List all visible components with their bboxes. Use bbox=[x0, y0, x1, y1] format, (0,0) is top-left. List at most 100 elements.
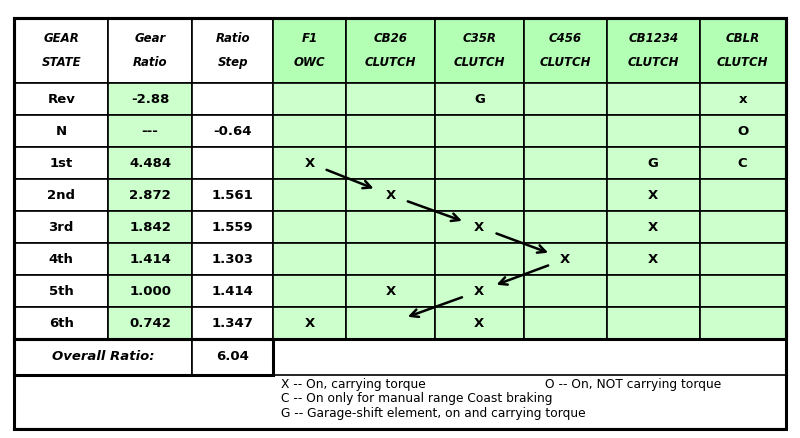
Bar bbox=[346, 243, 435, 275]
Bar bbox=[192, 243, 274, 275]
Bar bbox=[607, 307, 699, 339]
Bar bbox=[607, 147, 699, 179]
Bar bbox=[524, 115, 607, 147]
Text: GEAR: GEAR bbox=[43, 32, 79, 46]
Text: 4th: 4th bbox=[49, 253, 74, 265]
Bar bbox=[346, 18, 435, 83]
Bar bbox=[346, 179, 435, 211]
Text: 1.000: 1.000 bbox=[129, 285, 171, 297]
Text: X: X bbox=[560, 253, 570, 265]
Text: O: O bbox=[737, 125, 748, 138]
Bar bbox=[274, 147, 346, 179]
Bar bbox=[346, 275, 435, 307]
Text: 5th: 5th bbox=[49, 285, 74, 297]
Bar bbox=[14, 339, 274, 375]
Text: CLUTCH: CLUTCH bbox=[539, 56, 591, 69]
Bar bbox=[14, 115, 108, 147]
Bar bbox=[14, 275, 108, 307]
Bar bbox=[435, 18, 524, 83]
Bar bbox=[435, 275, 524, 307]
Bar bbox=[346, 115, 435, 147]
Bar bbox=[274, 307, 346, 339]
Bar bbox=[14, 307, 108, 339]
Text: Step: Step bbox=[218, 56, 248, 69]
Bar bbox=[274, 375, 786, 429]
Text: X -- On, carrying torque: X -- On, carrying torque bbox=[282, 378, 426, 391]
Text: CB26: CB26 bbox=[374, 32, 407, 46]
Bar bbox=[108, 179, 192, 211]
Bar bbox=[14, 18, 108, 83]
Bar bbox=[435, 147, 524, 179]
Bar bbox=[346, 307, 435, 339]
Text: STATE: STATE bbox=[42, 56, 81, 69]
Bar bbox=[192, 115, 274, 147]
Text: 4.484: 4.484 bbox=[129, 157, 171, 170]
Text: C -- On only for manual range Coast braking: C -- On only for manual range Coast brak… bbox=[282, 392, 553, 406]
Bar bbox=[524, 83, 607, 115]
Bar bbox=[192, 179, 274, 211]
Bar bbox=[346, 83, 435, 115]
Text: N: N bbox=[56, 125, 66, 138]
Bar bbox=[699, 243, 786, 275]
Text: 6th: 6th bbox=[49, 317, 74, 329]
Text: 1st: 1st bbox=[50, 157, 73, 170]
Bar bbox=[607, 275, 699, 307]
Text: 1.414: 1.414 bbox=[129, 253, 171, 265]
Bar bbox=[192, 147, 274, 179]
Bar bbox=[435, 179, 524, 211]
Text: X: X bbox=[648, 221, 658, 233]
Bar bbox=[607, 18, 699, 83]
Text: Gear: Gear bbox=[134, 32, 166, 46]
Bar bbox=[108, 147, 192, 179]
Bar bbox=[274, 211, 346, 243]
Text: -0.64: -0.64 bbox=[214, 125, 252, 138]
Bar bbox=[607, 83, 699, 115]
Bar bbox=[435, 211, 524, 243]
Bar bbox=[192, 211, 274, 243]
Bar bbox=[699, 147, 786, 179]
Bar bbox=[699, 18, 786, 83]
Text: X: X bbox=[305, 317, 315, 329]
Text: X: X bbox=[386, 189, 395, 201]
Bar bbox=[14, 83, 108, 115]
Text: Rev: Rev bbox=[47, 93, 75, 106]
Bar bbox=[607, 115, 699, 147]
Text: CLUTCH: CLUTCH bbox=[365, 56, 416, 69]
Bar bbox=[108, 18, 192, 83]
Text: X: X bbox=[648, 189, 658, 201]
Text: C35R: C35R bbox=[462, 32, 496, 46]
Text: CBLR: CBLR bbox=[726, 32, 760, 46]
Bar bbox=[524, 211, 607, 243]
Bar bbox=[524, 147, 607, 179]
Bar bbox=[435, 243, 524, 275]
Text: ---: --- bbox=[142, 125, 158, 138]
Bar bbox=[108, 243, 192, 275]
Bar bbox=[14, 147, 108, 179]
Bar bbox=[192, 18, 274, 83]
Text: CLUTCH: CLUTCH bbox=[717, 56, 768, 69]
Bar bbox=[274, 275, 346, 307]
Text: 1.842: 1.842 bbox=[129, 221, 171, 233]
Bar bbox=[699, 179, 786, 211]
Bar bbox=[14, 339, 192, 375]
Bar bbox=[108, 211, 192, 243]
Bar bbox=[699, 83, 786, 115]
Bar bbox=[607, 179, 699, 211]
Text: G: G bbox=[648, 157, 658, 170]
Bar bbox=[346, 211, 435, 243]
Bar bbox=[274, 339, 786, 375]
Bar bbox=[435, 307, 524, 339]
Bar bbox=[699, 275, 786, 307]
Text: G: G bbox=[474, 93, 485, 106]
Bar bbox=[274, 243, 346, 275]
Text: X: X bbox=[648, 253, 658, 265]
Bar bbox=[14, 243, 108, 275]
Bar bbox=[192, 307, 274, 339]
Text: X: X bbox=[474, 285, 485, 297]
Bar bbox=[192, 275, 274, 307]
Bar bbox=[524, 307, 607, 339]
Text: F1: F1 bbox=[302, 32, 318, 46]
Bar bbox=[108, 275, 192, 307]
Text: X: X bbox=[474, 317, 485, 329]
Bar bbox=[435, 115, 524, 147]
